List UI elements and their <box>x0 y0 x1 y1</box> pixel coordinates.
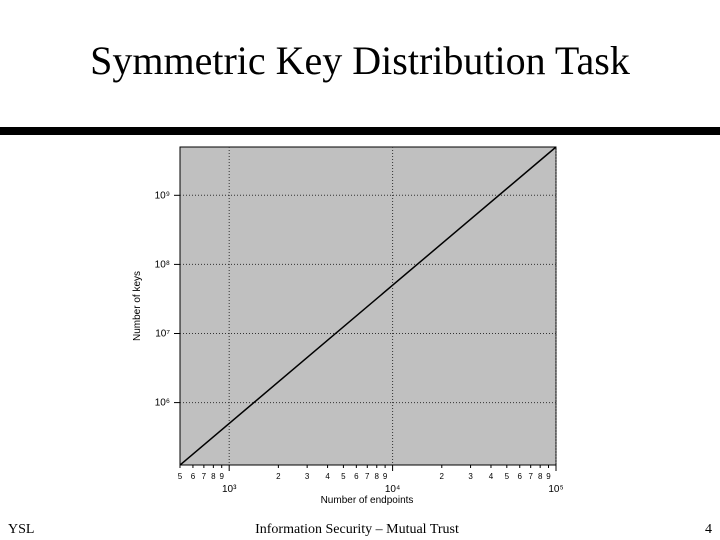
slide-title: Symmetric Key Distribution Task <box>90 38 630 83</box>
x-minor-tick-label: 5 <box>505 472 510 481</box>
x-minor-tick-label: 4 <box>489 472 494 481</box>
page-number: 4 <box>705 522 712 537</box>
x-minor-tick-label: 8 <box>211 472 216 481</box>
x-minor-tick-label: 9 <box>219 472 224 481</box>
x-minor-tick-label: 3 <box>468 472 473 481</box>
x-minor-tick-label: 8 <box>375 472 380 481</box>
x-minor-tick-label: 3 <box>305 472 310 481</box>
x-minor-tick-label: 6 <box>518 472 523 481</box>
x-tick-label: 10³ <box>222 484 237 495</box>
y-tick-label: 10⁸ <box>155 259 170 270</box>
x-minor-tick-label: 9 <box>546 472 551 481</box>
x-tick-label: 10⁴ <box>385 484 400 495</box>
title-bar <box>0 127 720 135</box>
x-minor-tick-label: 4 <box>325 472 330 481</box>
x-minor-tick-label: 5 <box>178 472 183 481</box>
footer-left: YSL <box>8 522 34 537</box>
x-axis-label: Number of endpoints <box>321 495 414 506</box>
data-line <box>179 146 557 466</box>
x-minor-tick-label: 6 <box>354 472 359 481</box>
x-tick-label: 10⁵ <box>548 484 563 495</box>
y-tick-label: 10⁷ <box>155 328 170 339</box>
y-tick-label: 10⁹ <box>155 190 170 201</box>
x-minor-tick-label: 7 <box>528 472 533 481</box>
x-minor-tick-label: 5 <box>341 472 346 481</box>
x-minor-tick-label: 2 <box>276 472 281 481</box>
x-minor-tick-label: 7 <box>202 472 207 481</box>
x-minor-tick-label: 7 <box>365 472 370 481</box>
x-minor-tick-label: 2 <box>440 472 445 481</box>
x-minor-tick-label: 9 <box>383 472 388 481</box>
y-tick-label: 10⁶ <box>155 398 170 409</box>
y-axis-label: Number of keys <box>132 271 143 341</box>
footer-center: Information Security – Mutual Trust <box>255 522 459 537</box>
x-minor-tick-label: 8 <box>538 472 543 481</box>
x-minor-tick-label: 6 <box>191 472 196 481</box>
